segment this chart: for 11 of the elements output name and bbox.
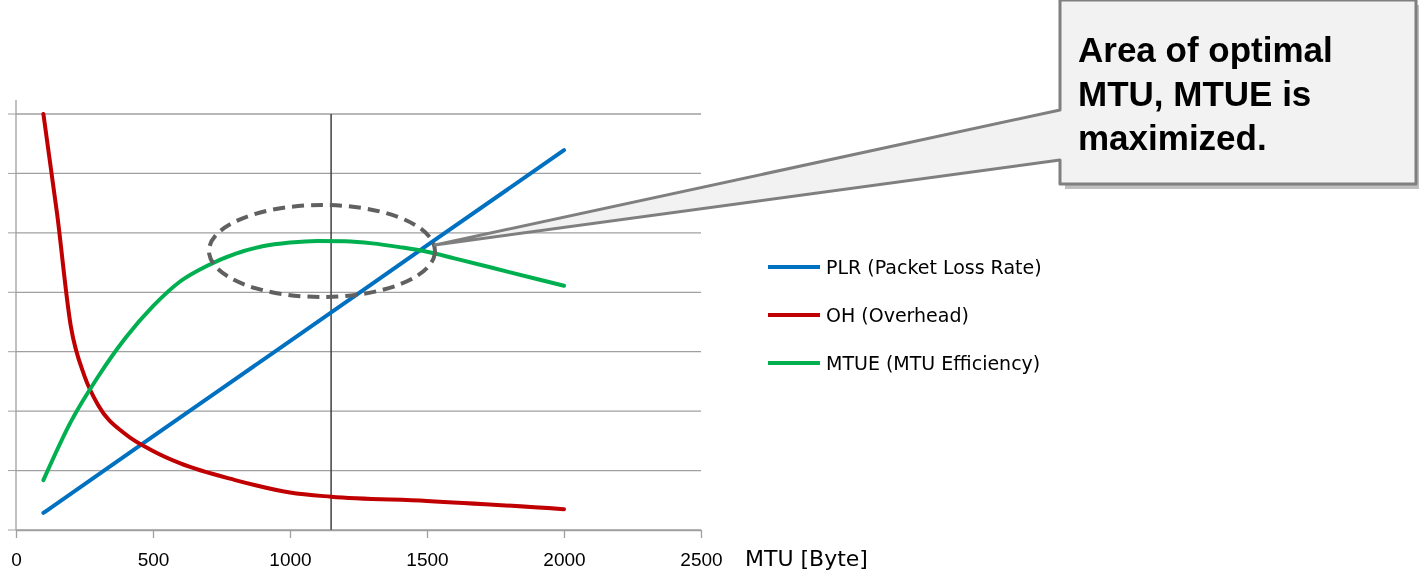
legend-label: PLR (Packet Loss Rate) — [826, 256, 1042, 278]
x-axis-title: MTU [Byte] — [745, 546, 868, 571]
legend-label: OH (Overhead) — [826, 304, 969, 326]
x-tick-label: 1500 — [406, 548, 449, 570]
x-tick-label: 0 — [11, 548, 22, 570]
x-tick-label: 2500 — [680, 548, 723, 570]
legend-label: MTUE (MTU Efficiency) — [826, 352, 1041, 374]
x-tick-label: 1000 — [269, 548, 312, 570]
x-tick-label: 500 — [137, 548, 170, 570]
text: Area of optimal MTU, MTUE is maximized. — [1078, 30, 1333, 157]
x-tick-label: 2000 — [543, 548, 586, 570]
